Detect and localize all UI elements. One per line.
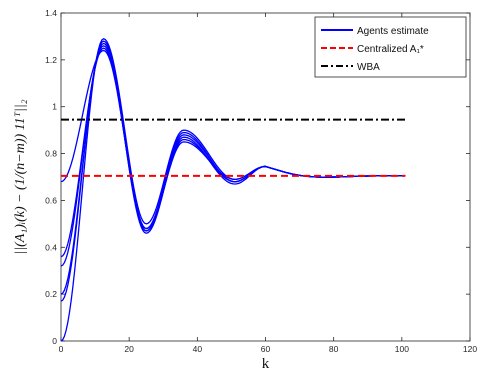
legend-label: WBA: [357, 62, 380, 73]
y-tick-label: 0.4: [45, 242, 57, 252]
x-tick-label: 0: [59, 344, 64, 354]
y-tick-label: 0.2: [45, 289, 57, 299]
y-tick-label: 1.2: [45, 55, 57, 65]
y-tick-label: 1.4: [45, 8, 57, 18]
y-tick-label: 0: [52, 336, 57, 346]
y-tick-label: 1: [52, 102, 57, 112]
legend-label: Agents estimate: [357, 26, 429, 37]
lines-layer: [60, 38, 406, 342]
x-axis-label: k: [262, 356, 270, 372]
ticks-layer: 0 20 40 60 80 100 120 0 0.2 0.4 0.6 0.8 1 1.2 1.4: [45, 8, 477, 354]
x-tick-label: 20: [124, 344, 134, 354]
x-tick-label: 40: [193, 344, 203, 354]
x-tick-label: 60: [261, 344, 271, 354]
y-tick-label: 0.6: [45, 195, 57, 205]
y-axis-label: ||(A₁)ᵢ(k) − (1/(n−m)) 11ᵀ||₂: [13, 99, 28, 254]
legend-label: Centralized A₁*: [357, 44, 424, 55]
x-tick-label: 120: [463, 344, 477, 354]
x-tick-label: 100: [395, 344, 409, 354]
legend: Agents estimate Centralized A₁* WBA: [314, 16, 467, 78]
x-tick-label: 80: [329, 344, 339, 354]
y-tick-label: 0.8: [45, 149, 57, 159]
